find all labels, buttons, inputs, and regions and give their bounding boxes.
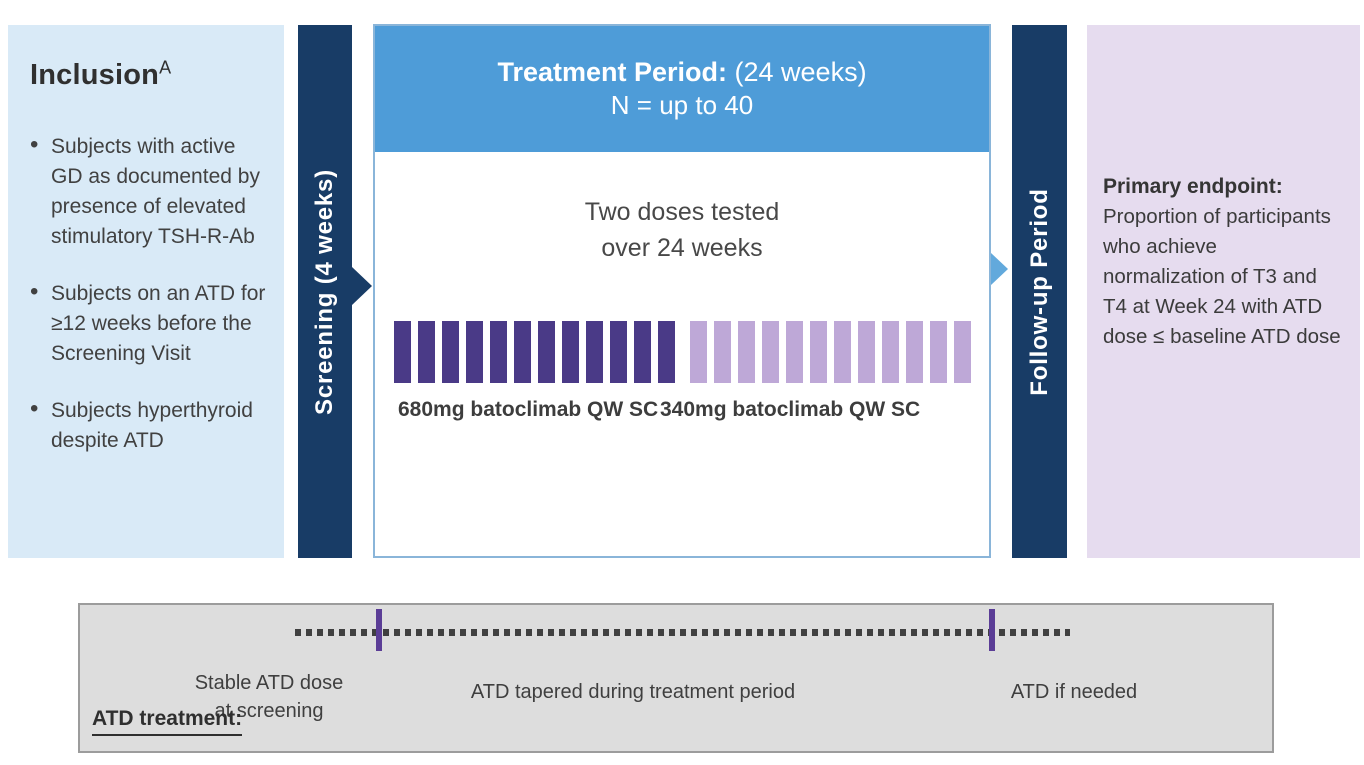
inclusion-bullet: Subjects hyperthyroid despite ATD	[30, 394, 268, 456]
atd-treatment-timeline: Stable ATD dose at screening ATD tapered…	[78, 603, 1274, 753]
screening-period-label: Screening (4 weeks)	[311, 168, 338, 415]
treatment-to-followup-arrow-icon	[991, 253, 1008, 285]
atd-timeline-tick-end	[989, 609, 995, 651]
weekly-dose-bars	[375, 319, 989, 383]
dose-bar	[609, 321, 627, 383]
primary-endpoint-text: Proportion of participants who achieve n…	[1103, 205, 1341, 348]
primary-endpoint-title: Primary endpoint:	[1103, 175, 1283, 198]
dose-bar	[585, 321, 603, 383]
atd-phase-stable-dose-line1: Stable ATD dose	[194, 672, 344, 694]
dose-bar	[537, 321, 555, 383]
inclusion-title-superscript: A	[159, 57, 172, 78]
dose-bar	[561, 321, 579, 383]
dose-bar	[393, 321, 411, 383]
inclusion-panel: InclusionA Subjects with active GD as do…	[8, 25, 284, 558]
treatment-sample-size: N = up to 40	[610, 90, 754, 120]
dose-bar	[785, 321, 803, 383]
dose-bar	[809, 321, 827, 383]
screening-arrow-notch	[352, 267, 372, 305]
dose-bar	[713, 321, 731, 383]
dose-bar	[881, 321, 899, 383]
dose-group-340mg-label: 340mg batoclimab QW SC	[660, 398, 921, 421]
inclusion-bullet: Subjects on an ATD for ≥12 weeks before …	[30, 277, 268, 369]
inclusion-bullet-list: Subjects with active GD as documented by…	[30, 130, 268, 456]
inclusion-title: InclusionA	[30, 57, 268, 92]
treatment-period-box: Treatment Period: (24 weeks) N = up to 4…	[373, 24, 991, 558]
atd-phase-tapered: ATD tapered during treatment period	[470, 681, 796, 703]
dose-bar	[513, 321, 531, 383]
dose-group-680mg-label: 680mg batoclimab QW SC	[398, 398, 659, 421]
dose-bar	[953, 321, 971, 383]
dose-bar	[441, 321, 459, 383]
atd-phase-if-needed: ATD if needed	[1010, 681, 1138, 703]
treatment-body-line1: Two doses tested	[584, 198, 780, 226]
dose-bar	[737, 321, 755, 383]
dose-bar	[905, 321, 923, 383]
inclusion-title-text: Inclusion	[30, 59, 160, 91]
dose-group-680mg-bars	[393, 321, 675, 383]
primary-endpoint-panel: Primary endpoint: Proportion of particip…	[1087, 25, 1360, 558]
dose-bar	[761, 321, 779, 383]
dose-bar	[857, 321, 875, 383]
screening-period-bar: Screening (4 weeks)	[298, 25, 352, 558]
dose-bar	[633, 321, 651, 383]
treatment-period-header: Treatment Period: (24 weeks) N = up to 4…	[375, 26, 989, 152]
dose-bar	[689, 321, 707, 383]
treatment-body-line2: over 24 weeks	[601, 234, 763, 262]
dose-group-340mg-bars	[689, 321, 971, 383]
dose-bar	[833, 321, 851, 383]
dose-bar	[417, 321, 435, 383]
followup-period-label: Follow-up Period	[1025, 187, 1053, 396]
dose-bar	[657, 321, 675, 383]
inclusion-bullet: Subjects with active GD as documented by…	[30, 130, 268, 252]
atd-phase-stable-dose-line2: at screening	[214, 700, 324, 722]
dose-bar	[489, 321, 507, 383]
treatment-period-title: Treatment Period: (24 weeks)	[375, 57, 989, 88]
atd-phase-stable-dose: Stable ATD dose at screening	[184, 669, 354, 725]
treatment-period-title-bold: Treatment Period:	[497, 57, 727, 87]
atd-treatment-label: ATD treatment:	[92, 707, 243, 736]
atd-dotted-timeline	[295, 629, 1070, 636]
atd-timeline-tick-screening	[376, 609, 382, 651]
dose-bar	[465, 321, 483, 383]
dose-bar	[929, 321, 947, 383]
treatment-period-title-duration: (24 weeks)	[734, 57, 867, 87]
followup-period-bar: Follow-up Period	[1012, 25, 1067, 558]
treatment-body-text: Two doses tested over 24 weeks	[375, 194, 989, 266]
